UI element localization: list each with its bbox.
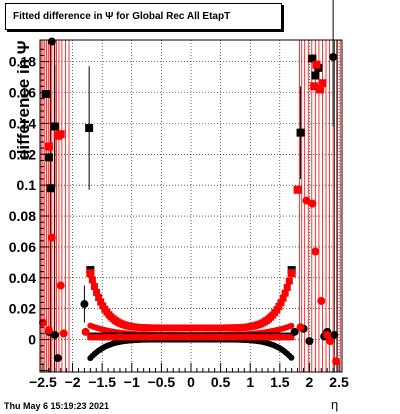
data-point-circle	[50, 330, 59, 339]
y-axis-label: difference in Ψ	[14, 40, 33, 160]
title-box: Fitted difference in Ψ for Global Rec Al…	[5, 3, 282, 30]
x-tick-label: 2.5	[329, 374, 349, 390]
y-tick-label: 0.14	[9, 115, 36, 131]
data-point-circle	[81, 327, 90, 336]
curve-marker	[95, 294, 103, 302]
curve-marker	[90, 283, 98, 291]
data-point-square	[44, 142, 53, 151]
data-point-circle	[47, 37, 56, 46]
data-point-square	[56, 130, 65, 139]
data-point-circle	[308, 199, 317, 208]
data-point-square	[41, 90, 50, 99]
data-points	[38, 37, 341, 366]
curve-marker	[285, 277, 293, 285]
x-tick-label: 0.5	[211, 374, 231, 390]
curve-marker	[288, 354, 295, 361]
y-tick-label: 0.16	[9, 85, 36, 101]
x-axis-label: η	[331, 397, 339, 412]
data-point-circle	[296, 323, 305, 332]
y-tick-label: 0.1	[17, 177, 37, 193]
data-point-square	[86, 269, 95, 278]
y-tick-label: 0.18	[9, 54, 36, 70]
data-point-circle	[290, 327, 299, 336]
data-point-circle	[80, 300, 89, 309]
x-tick-label: 2	[306, 374, 314, 390]
curve-marker	[281, 289, 289, 297]
data-point-square	[311, 71, 320, 80]
data-curves	[86, 268, 295, 362]
data-point-square	[312, 60, 321, 69]
y-tick-label: 0.02	[9, 301, 36, 317]
data-point-square	[316, 85, 325, 94]
data-point-circle	[330, 330, 339, 339]
x-tick-label: 1	[246, 374, 254, 390]
curve-marker	[288, 322, 295, 329]
data-point-circle	[44, 326, 53, 335]
data-point-circle	[56, 281, 65, 290]
data-point-circle	[317, 296, 326, 305]
curve-marker	[88, 276, 96, 284]
x-tick-label: 1.5	[270, 374, 290, 390]
grid-lines	[40, 40, 342, 372]
data-point-square	[293, 185, 302, 194]
data-point-square	[287, 269, 296, 278]
data-point-square	[44, 153, 53, 162]
data-point-circle	[326, 337, 335, 346]
curve-marker	[275, 302, 283, 310]
x-tick-label: −1	[124, 374, 140, 390]
tick-labels: −2.5 −2 −1.5 −1 −0.5 0 0.5 1 1.5 2 2.5 0 0.02 0.04 0.0…	[9, 54, 349, 390]
chart-title: Fitted difference in Ψ for Global Rec Al…	[13, 11, 231, 22]
x-tick-label: −1.5	[88, 374, 116, 390]
data-point-square	[85, 124, 94, 133]
y-tick-label: 0.06	[9, 239, 36, 255]
data-point-square	[296, 128, 305, 137]
data-point-circle	[323, 330, 332, 339]
curve-marker	[279, 294, 287, 302]
y-tick-label: 0.04	[9, 270, 36, 286]
x-tick-label: 0	[187, 374, 195, 390]
curve-marker	[93, 288, 101, 296]
axis-ticks	[40, 48, 340, 372]
data-point-square	[46, 184, 55, 193]
timestamp: Thu May 6 15:19:23 2021	[4, 401, 110, 411]
data-point-circle	[332, 357, 341, 366]
y-tick-label: 0	[28, 332, 36, 348]
y-tick-label: 0.08	[9, 208, 36, 224]
data-point-circle	[53, 354, 62, 363]
curve-marker	[288, 334, 295, 341]
curve-marker	[277, 299, 285, 307]
data-point-square	[308, 54, 317, 63]
curve-marker	[97, 298, 105, 306]
data-point-circle	[47, 233, 56, 242]
data-point-square	[318, 79, 327, 88]
data-point-circle	[302, 196, 311, 205]
data-point-circle	[59, 329, 68, 338]
x-tick-label: −2.5	[29, 374, 57, 390]
y-tick-label: 0.12	[9, 146, 36, 162]
data-point-square	[310, 82, 319, 91]
curve-marker	[283, 283, 291, 291]
x-tick-label: −0.5	[148, 374, 176, 390]
data-point-square	[50, 122, 59, 131]
data-point-circle	[305, 337, 314, 346]
data-point-circle	[329, 52, 338, 61]
data-point-circle	[311, 247, 320, 256]
x-tick-label: −2	[65, 374, 81, 390]
